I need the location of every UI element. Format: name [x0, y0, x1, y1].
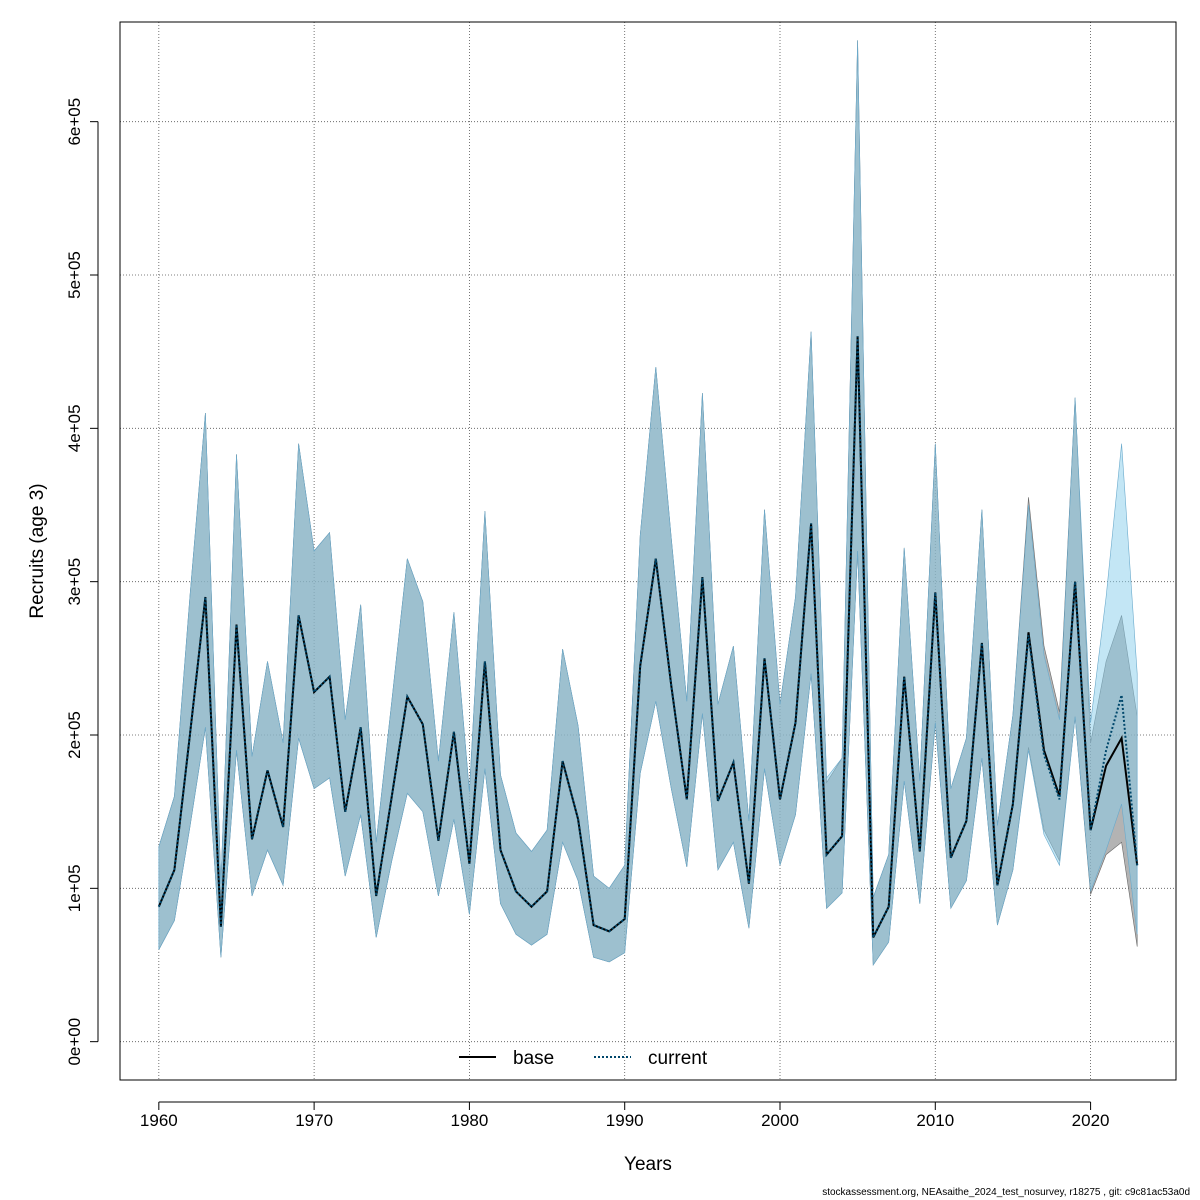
- y-tick-label: 0e+00: [65, 1018, 84, 1066]
- legend-label-base: base: [513, 1048, 554, 1069]
- confidence-bands: [158, 40, 1138, 966]
- x-axis-label: Years: [624, 1154, 672, 1175]
- series-line-current: [157, 336, 1139, 938]
- confidence-band-current: [158, 40, 1138, 966]
- y-axis-label: Recruits (age 3): [27, 483, 48, 618]
- footer-credit: stockassessment.org, NEAsaithe_2024_test…: [822, 1187, 1190, 1198]
- x-tick-label: 1990: [606, 1111, 644, 1130]
- y-tick-label: 5e+05: [65, 251, 84, 299]
- legend: base current: [459, 1048, 708, 1069]
- x-tick-label: 2020: [1072, 1111, 1110, 1130]
- plot-frame: [119, 21, 1177, 1081]
- x-tick-label: 1960: [140, 1111, 178, 1130]
- y-tick-label: 2e+05: [65, 711, 84, 759]
- y-tick-label: 4e+05: [65, 404, 84, 452]
- y-tick-label: 3e+05: [65, 558, 84, 606]
- y-tick-label: 6e+05: [65, 98, 84, 146]
- x-tick-label: 1980: [450, 1111, 488, 1130]
- y-tick-label: 1e+05: [65, 864, 84, 912]
- x-tick-label: 2000: [761, 1111, 799, 1130]
- legend-label-current: current: [648, 1048, 708, 1069]
- series-lines: [157, 336, 1139, 938]
- x-tick-label: 2010: [916, 1111, 954, 1130]
- axes: 1960 1970 1980 1990 2000 2010 2020 0e+00 1e+05 2e…: [65, 98, 1110, 1130]
- x-tick-label: 1970: [295, 1111, 333, 1130]
